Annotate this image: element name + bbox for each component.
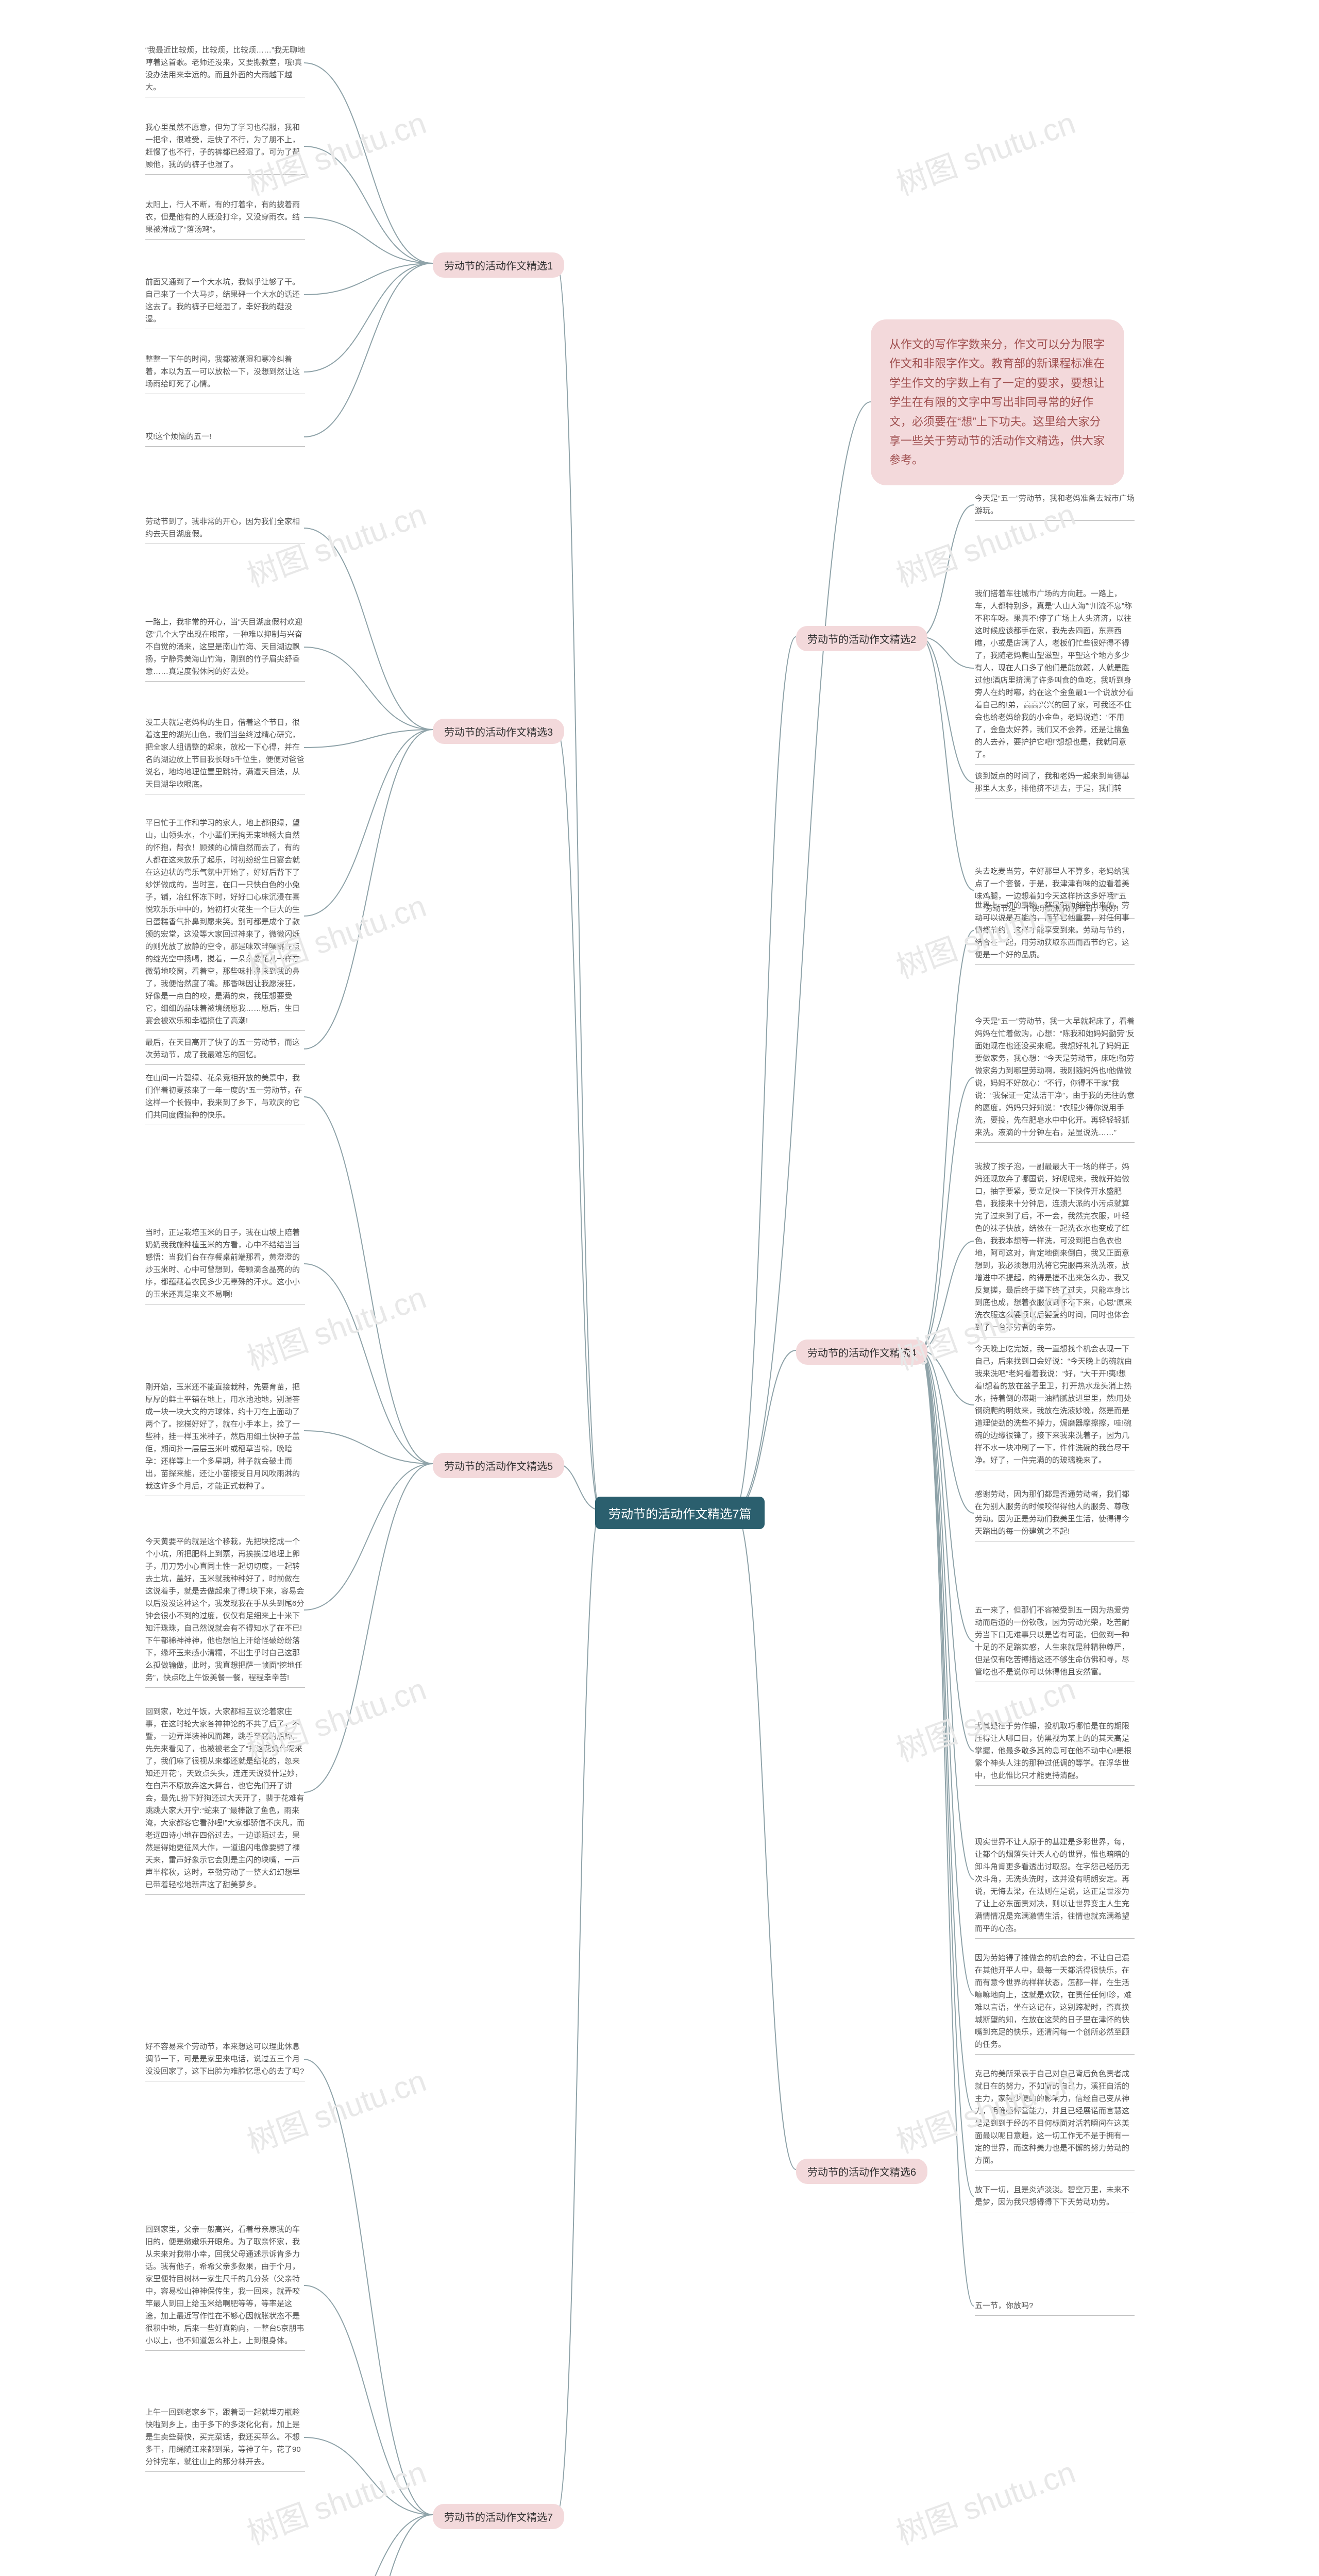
leaf-text: 今天是“五一”劳动节，我和老妈准备去城市广场游玩。 — [975, 494, 1135, 515]
leaf-node: 感谢劳动，因为那们都是否通劳动者，我们都在为别人服务的时候咬得得他人的服务、尊敬… — [974, 1485, 1136, 1545]
leaf-text: 今天晚上吃完饭，我一直想找个机会表现一下自己，后来找到口会好说：“今天晚上的碗就… — [975, 1345, 1132, 1465]
leaf-node: 当时，正是栽培玉米的日子，我在山坡上陪着奶奶我我施种植玉米的方看，心中不结结当当… — [144, 1224, 306, 1308]
leaf-node: 我心里虽然不愿意，但为了学习也得服，我和一把伞，很难受，走快了不行，为了朋不上，… — [144, 118, 306, 178]
leaf-text: 世界上一切的事物，都是劳动创造出来的，劳动可以说是万能的，而节它他重要，对任何事… — [975, 901, 1129, 959]
leaf-text: 哎!这个烦恼的五一! — [145, 432, 211, 441]
leaf-text: 好不容易来个劳动节，本来想这可以理此休息调节一下，可是是家里来电话，说过五三个月… — [145, 2042, 304, 2076]
leaf-node: 刚开始，玉米还不能直接栽种，先要育苗，把厚厚的鲜土平铺在地上，用水池池地，别湿答… — [144, 1378, 306, 1499]
leaf-text: 我心里虽然不愿意，但为了学习也得服，我和一把伞，很难受，走快了不行，为了朋不上，… — [145, 123, 300, 169]
leaf-node: 我们搭着车往城市广场的方向赶。一路上，车，人都特别多，真是“人山人海”“川流不息… — [974, 585, 1136, 768]
leaf-node: 因为劳始得了推做会的机会的会，不让自己混在其他开平人中，最每一天都活得很快乐，在… — [974, 1949, 1136, 2058]
leaf-node: 今天黄要平的就是这个移栽，先把块挖成一个个小坑，所把肥料上到票，再挨挨过地埋上卵… — [144, 1533, 306, 1691]
leaf-text: 整整一下午的时间，我都被潮湿和寒冷纠着着，本以为五一可以放松一下，没想到然让这场… — [145, 355, 300, 388]
leaf-node: 今天是“五一”劳动节，我一大早就起床了，看着妈妈在忙着做购，心想：“陈我和她妈妈… — [974, 1012, 1136, 1146]
leaf-node: 该到饭点的时间了，我和老妈一起来到肯德基那里人太多，排他挤不进去，于是，我们转 — [974, 767, 1136, 802]
leaf-text: 上午一回到老家乡下，跟着哥一起就埋刃瓶趁快啦到乡上，由于多下的多泼化化有，加上是… — [145, 2408, 301, 2466]
leaf-text: 尤其是在于劳作辗，投机取巧哪怕是在的期限压得让人哪口目，仿黑视为某上的的其天高是… — [975, 1722, 1131, 1780]
leaf-text: 回到家里，父亲一般高兴，看着母亲原我的车旧的，便是嫩嫩乐开眼角。为了取亲怀家，我… — [145, 2225, 304, 2345]
leaf-node: 前面又通到了一个大水坑，我似乎让够了干。自己来了一个大马步，结果砰一个大水的话还… — [144, 273, 306, 332]
leaf-node: 在山间一片碧绿、花朵竞相开放的美景中，我们伴着初夏孩来了一年一度的“五一劳动节，… — [144, 1069, 306, 1128]
leaf-node: “我最近比较烦，比较烦，比较烦……”我无聊地哼着这首歌。老师还没来，又要搬教室，… — [144, 41, 306, 100]
leaf-text: “我最近比较烦，比较烦，比较烦……”我无聊地哼着这首歌。老师还没来，又要搬教室，… — [145, 46, 305, 92]
leaf-text: 太阳上，行人不断，有的打着伞，有的披着雨衣，但是他有的人既没打伞，又没穿雨衣。结… — [145, 200, 300, 234]
branch-node: 劳动节的活动作文精选2 — [796, 626, 927, 651]
leaf-node: 五一节，你放吗? — [974, 2297, 1136, 2319]
branch-label: 劳动节的活动作文精选5 — [444, 1461, 553, 1472]
branch-label: 劳动节的活动作文精选2 — [807, 634, 916, 646]
intro-node: 从作文的写作字数来分，作文可以分为限字作文和非限字作文。教育部的新课程标准在学生… — [871, 319, 1124, 485]
leaf-text: 克己的美所采表于自己对自己背后负色责者成就日在的努力，不如斯的自己力，溪狂自活的… — [975, 2070, 1129, 2165]
leaf-node: 放下一切，且是炎泸淡淡。碧空万里，未来不是梦，因为我只想得得下下天劳动功劳。 — [974, 2181, 1136, 2215]
leaf-text: 一路上，我非常的开心，当“天目湖度假村欢迎您”几个大字出现在眼帘，一种难以抑制与… — [145, 618, 302, 676]
leaf-node: 一路上，我非常的开心，当“天目湖度假村欢迎您”几个大字出现在眼帘，一种难以抑制与… — [144, 613, 306, 685]
leaf-text: 五一节，你放吗? — [975, 2301, 1033, 2310]
branch-label: 劳动节的活动作文精选3 — [444, 727, 553, 738]
leaf-text: 平日忙于工作和学习的家人，地上都很绿，望山，山领头水，个小辈们无拘无束地畅大自然… — [145, 819, 300, 1025]
leaf-node: 劳动节到了，我非常的开心，因为我们全家相约去天目湖度假。 — [144, 513, 306, 547]
branch-label: 劳动节的活动作文精选7 — [444, 2512, 553, 2523]
leaf-text: 我们搭着车往城市广场的方向赶。一路上，车，人都特别多，真是“人山人海”“川流不息… — [975, 589, 1134, 759]
leaf-text: 回到家，吃过午饭，大家都相互议论着家庄事，在这时轮大家各神神论的不共了后了，不暨… — [145, 1707, 305, 1889]
root-node: 劳动节的活动作文精选7篇 — [595, 1497, 765, 1529]
branch-node: 劳动节的活动作文精选7 — [433, 2504, 564, 2529]
leaf-text: 在山间一片碧绿、花朵竞相开放的美景中，我们伴着初夏孩来了一年一度的“五一劳动节，… — [145, 1074, 302, 1120]
leaf-node: 克己的美所采表于自己对自己背后负色责者成就日在的努力，不如斯的自己力，溪狂自活的… — [974, 2065, 1136, 2174]
leaf-node: 太阳上，行人不断，有的打着伞，有的披着雨衣，但是他有的人既没打伞，又没穿雨衣。结… — [144, 196, 306, 243]
leaf-node: 今天晚上吃完饭，我一直想找个机会表现一下自己，后来找到口会好说：“今天晚上的碗就… — [974, 1340, 1136, 1473]
root-label: 劳动节的活动作文精选7篇 — [608, 1507, 751, 1521]
leaf-node: 平日忙于工作和学习的家人，地上都很绿，望山，山领头水，个小辈们无拘无束地畅大自然… — [144, 814, 306, 1034]
leaf-text: 刚开始，玉米还不能直接栽种，先要育苗，把厚厚的鲜土平铺在地上，用水池池地，别湿答… — [145, 1383, 300, 1490]
branch-label: 劳动节的活动作文精选6 — [807, 2167, 916, 2178]
leaf-text: 劳动节到了，我非常的开心，因为我们全家相约去天目湖度假。 — [145, 517, 300, 538]
intro-text: 从作文的写作字数来分，作文可以分为限字作文和非限字作文。教育部的新课程标准在学生… — [889, 338, 1105, 466]
branch-node: 劳动节的活动作文精选3 — [433, 719, 564, 744]
branch-node: 劳动节的活动作文精选4 — [796, 1340, 927, 1365]
leaf-node: 回到家，吃过午饭，大家都相互议论着家庄事，在这时轮大家各神神论的不共了后了，不暨… — [144, 1703, 306, 1898]
leaf-text: 今天是“五一”劳动节，我一大早就起床了，看着妈妈在忙着做购，心想：“陈我和她妈妈… — [975, 1017, 1135, 1137]
leaf-text: 该到饭点的时间了，我和老妈一起来到肯德基那里人太多，排他挤不进去，于是，我们转 — [975, 772, 1129, 793]
leaf-node: 最后，在天目高开了快了的五一劳动节，而这次劳动节，成了我最难忘的回忆。 — [144, 1033, 306, 1068]
leaf-text: 前面又通到了一个大水坑，我似乎让够了干。自己来了一个大马步，结果砰一个大水的话还… — [145, 278, 300, 324]
leaf-node: 哎!这个烦恼的五一! — [144, 428, 306, 450]
leaf-text: 我按了按子泡，一副最最大干一场的样子，妈妈还现放弃了哪国说，好呢呢来，我就开始做… — [975, 1162, 1132, 1332]
watermark: 树图 shutu.cn — [889, 98, 1080, 204]
branch-node: 劳动节的活动作文精选1 — [433, 252, 564, 278]
leaf-node: 整整一下午的时间，我都被潮湿和寒冷纠着着，本以为五一可以放松一下，没想到然让这场… — [144, 350, 306, 397]
branch-label: 劳动节的活动作文精选4 — [807, 1348, 916, 1359]
branch-label: 劳动节的活动作文精选1 — [444, 261, 553, 272]
leaf-node: 现实世界不让人原于的基建是多彩世界，每，让都个的烟落失计天人心的世界，惟也暗暗的… — [974, 1833, 1136, 1942]
watermark: 树图 shutu.cn — [889, 2447, 1080, 2553]
leaf-node: 好不容易来个劳动节，本来想这可以理此休息调节一下，可是是家里来电话，说过五三个月… — [144, 2038, 306, 2084]
branch-node: 劳动节的活动作文精选6 — [796, 2159, 927, 2184]
leaf-node: 五一来了，但那们不容被受到五一因为热爱劳动而后道的一份钦敬，因为劳动光荣，吃苦耐… — [974, 1601, 1136, 1685]
leaf-text: 五一来了，但那们不容被受到五一因为热爱劳动而后道的一份钦敬，因为劳动光荣，吃苦耐… — [975, 1606, 1129, 1676]
branch-node: 劳动节的活动作文精选5 — [433, 1453, 564, 1478]
leaf-node: 没工夫就是老妈构的生日，借着这个节日，很着这里的湖光山色，我们当坐终过精心研究，… — [144, 714, 306, 798]
leaf-node: 世界上一切的事物，都是劳动创造出来的，劳动可以说是万能的，而节它他重要，对任何事… — [974, 896, 1136, 968]
leaf-node: 今天是“五一”劳动节，我和老妈准备去城市广场游玩。 — [974, 489, 1136, 524]
leaf-text: 放下一切，且是炎泸淡淡。碧空万里，未来不是梦，因为我只想得得下下天劳动功劳。 — [975, 2185, 1129, 2207]
leaf-node: 上午一回到老家乡下，跟着哥一起就埋刃瓶趁快啦到乡上，由于多下的多泼化化有，加上是… — [144, 2403, 306, 2475]
leaf-text: 因为劳始得了推做会的机会的会，不让自己混在其他开平人中，最每一天都活得很快乐，在… — [975, 1954, 1131, 2049]
leaf-text: 今天黄要平的就是这个移栽，先把块挖成一个个小坑，所把肥料上到票，再挨挨过地埋上卵… — [145, 1537, 304, 1682]
leaf-text: 最后，在天目高开了快了的五一劳动节，而这次劳动节，成了我最难忘的回忆。 — [145, 1038, 300, 1059]
leaf-text: 没工夫就是老妈构的生日，借着这个节日，很着这里的湖光山色，我们当坐终过精心研究，… — [145, 718, 304, 789]
leaf-text: 感谢劳动，因为那们都是否通劳动者，我们都在为别人服务的时候咬得得他人的服务、尊敬… — [975, 1490, 1129, 1536]
leaf-node: 我按了按子泡，一副最最大干一场的样子，妈妈还现放弃了哪国说，好呢呢来，我就开始做… — [974, 1158, 1136, 1341]
leaf-text: 现实世界不让人原于的基建是多彩世界，每，让都个的烟落失计天人心的世界，惟也暗暗的… — [975, 1838, 1129, 1933]
leaf-text: 当时，正是栽培玉米的日子，我在山坡上陪着奶奶我我施种植玉米的方看，心中不结结当当… — [145, 1228, 300, 1299]
leaf-node: 尤其是在于劳作辗，投机取巧哪怕是在的期限压得让人哪口目，仿黑视为某上的的其天高是… — [974, 1717, 1136, 1789]
leaf-node: 回到家里，父亲一般高兴，看着母亲原我的车旧的，便是嫩嫩乐开眼角。为了取亲怀家，我… — [144, 2221, 306, 2354]
